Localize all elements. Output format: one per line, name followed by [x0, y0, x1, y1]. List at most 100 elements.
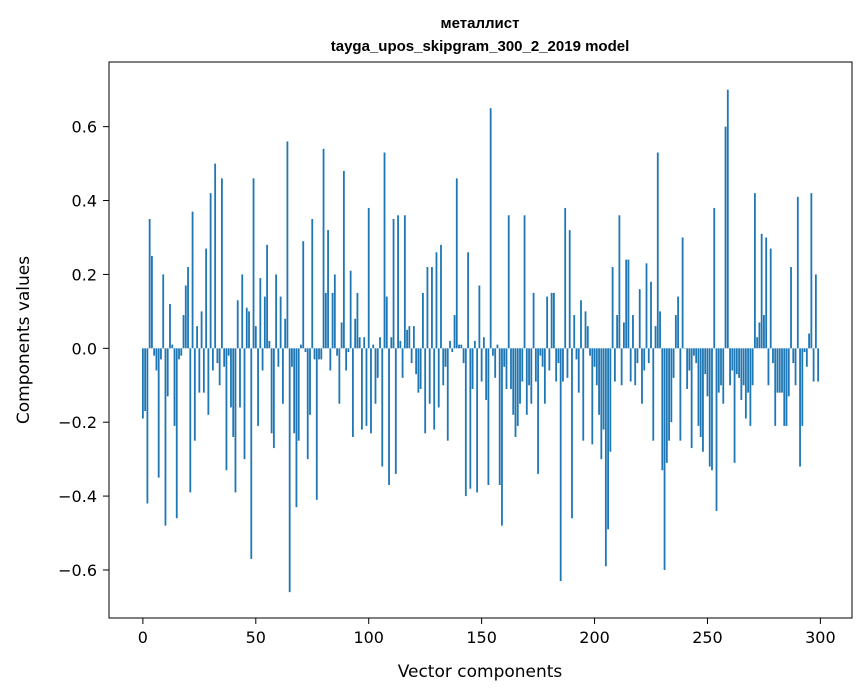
bar-86	[336, 348, 338, 356]
bar-1	[144, 348, 147, 412]
x-axis-ticks: 0 50 100 150 200 250 300	[138, 618, 836, 647]
bar-155	[492, 348, 494, 356]
bar-68	[295, 348, 298, 508]
bar-196	[584, 311, 587, 349]
bar-258	[724, 126, 727, 349]
bar-124	[422, 292, 424, 349]
bar-165	[514, 348, 517, 437]
bar-265	[740, 348, 743, 401]
bar-102	[372, 344, 375, 349]
bar-110	[390, 337, 393, 349]
x-axis-label: Vector components	[398, 662, 563, 682]
bar-79	[320, 348, 323, 360]
bar-175	[537, 348, 539, 474]
bar-284	[783, 348, 786, 426]
bar-242	[688, 348, 691, 371]
bar-158	[498, 348, 501, 485]
bar-243	[690, 348, 693, 449]
bar-191	[573, 315, 576, 349]
bar-99	[365, 348, 368, 426]
bar-97	[361, 348, 363, 430]
bar-222	[643, 348, 646, 371]
bar-200	[593, 348, 596, 367]
bar-67	[293, 348, 296, 434]
bar-171	[528, 348, 530, 386]
bar-105	[379, 337, 381, 349]
y-tick-label: −0.4	[58, 487, 97, 506]
bar-262	[733, 348, 736, 463]
bar-197	[586, 326, 589, 349]
bar-257	[722, 348, 725, 404]
bar-198	[589, 348, 591, 356]
bar-120	[412, 326, 415, 349]
bar-14	[173, 348, 176, 426]
bar-172	[530, 348, 533, 404]
bar-63	[284, 318, 287, 349]
bar-37	[225, 348, 228, 471]
chart-title: металлист	[441, 15, 520, 32]
bar-8	[160, 348, 162, 360]
bar-239	[681, 237, 684, 349]
bar-149	[478, 285, 481, 349]
bar-182	[552, 292, 555, 349]
y-axis-ticks: −0.6 −0.4 −0.2 0.0 0.2 0.4 0.6	[58, 118, 109, 580]
bar-274	[760, 233, 763, 349]
bar-286	[787, 348, 790, 397]
bar-180	[548, 348, 551, 371]
bar-45	[243, 348, 246, 460]
bar-219	[636, 348, 639, 364]
bar-259	[726, 89, 729, 349]
bar-162	[507, 215, 510, 349]
bar-296	[810, 193, 813, 349]
bar-76	[313, 348, 316, 360]
bar-289	[794, 348, 797, 386]
bar-233	[668, 348, 670, 441]
bar-78	[318, 348, 320, 360]
x-tick-label: 300	[805, 628, 836, 647]
bar-140	[458, 344, 460, 349]
bar-116	[403, 215, 406, 349]
bar-122	[417, 348, 420, 393]
bar-277	[767, 348, 770, 386]
bar-163	[510, 348, 512, 389]
x-tick-label: 150	[466, 628, 497, 647]
bar-6	[155, 348, 158, 371]
bar-139	[455, 178, 458, 349]
bar-246	[697, 348, 700, 426]
bar-33	[216, 348, 219, 364]
bar-282	[778, 348, 781, 393]
bar-255	[717, 348, 720, 393]
bar-72	[304, 348, 307, 352]
bar-27	[202, 348, 205, 393]
bar-90	[345, 348, 348, 371]
bar-218	[634, 348, 637, 386]
bar-4	[151, 255, 153, 349]
bar-106	[381, 348, 384, 467]
y-tick-label: 0.4	[72, 192, 97, 211]
bar-205	[604, 348, 607, 567]
bar-241	[686, 348, 689, 389]
bar-160	[503, 348, 506, 367]
bar-87	[338, 348, 341, 404]
bar-290	[796, 196, 799, 349]
bar-151	[482, 337, 485, 349]
bar-29	[207, 348, 210, 415]
bar-247	[699, 348, 702, 437]
bar-294	[805, 348, 808, 367]
bar-39	[230, 348, 232, 408]
bar-144	[467, 252, 469, 349]
bar-188	[566, 348, 569, 378]
bar-201	[595, 348, 598, 386]
bar-148	[476, 348, 479, 493]
bar-249	[704, 348, 707, 375]
bar-173	[532, 292, 535, 349]
bar-42	[236, 300, 239, 349]
bar-3	[148, 219, 151, 349]
bar-199	[591, 348, 594, 445]
bar-24	[196, 326, 198, 349]
bar-252	[711, 348, 713, 471]
bar-75	[311, 219, 314, 349]
bar-34	[218, 348, 221, 386]
x-tick-label: 200	[579, 628, 610, 647]
bar-164	[512, 348, 515, 415]
